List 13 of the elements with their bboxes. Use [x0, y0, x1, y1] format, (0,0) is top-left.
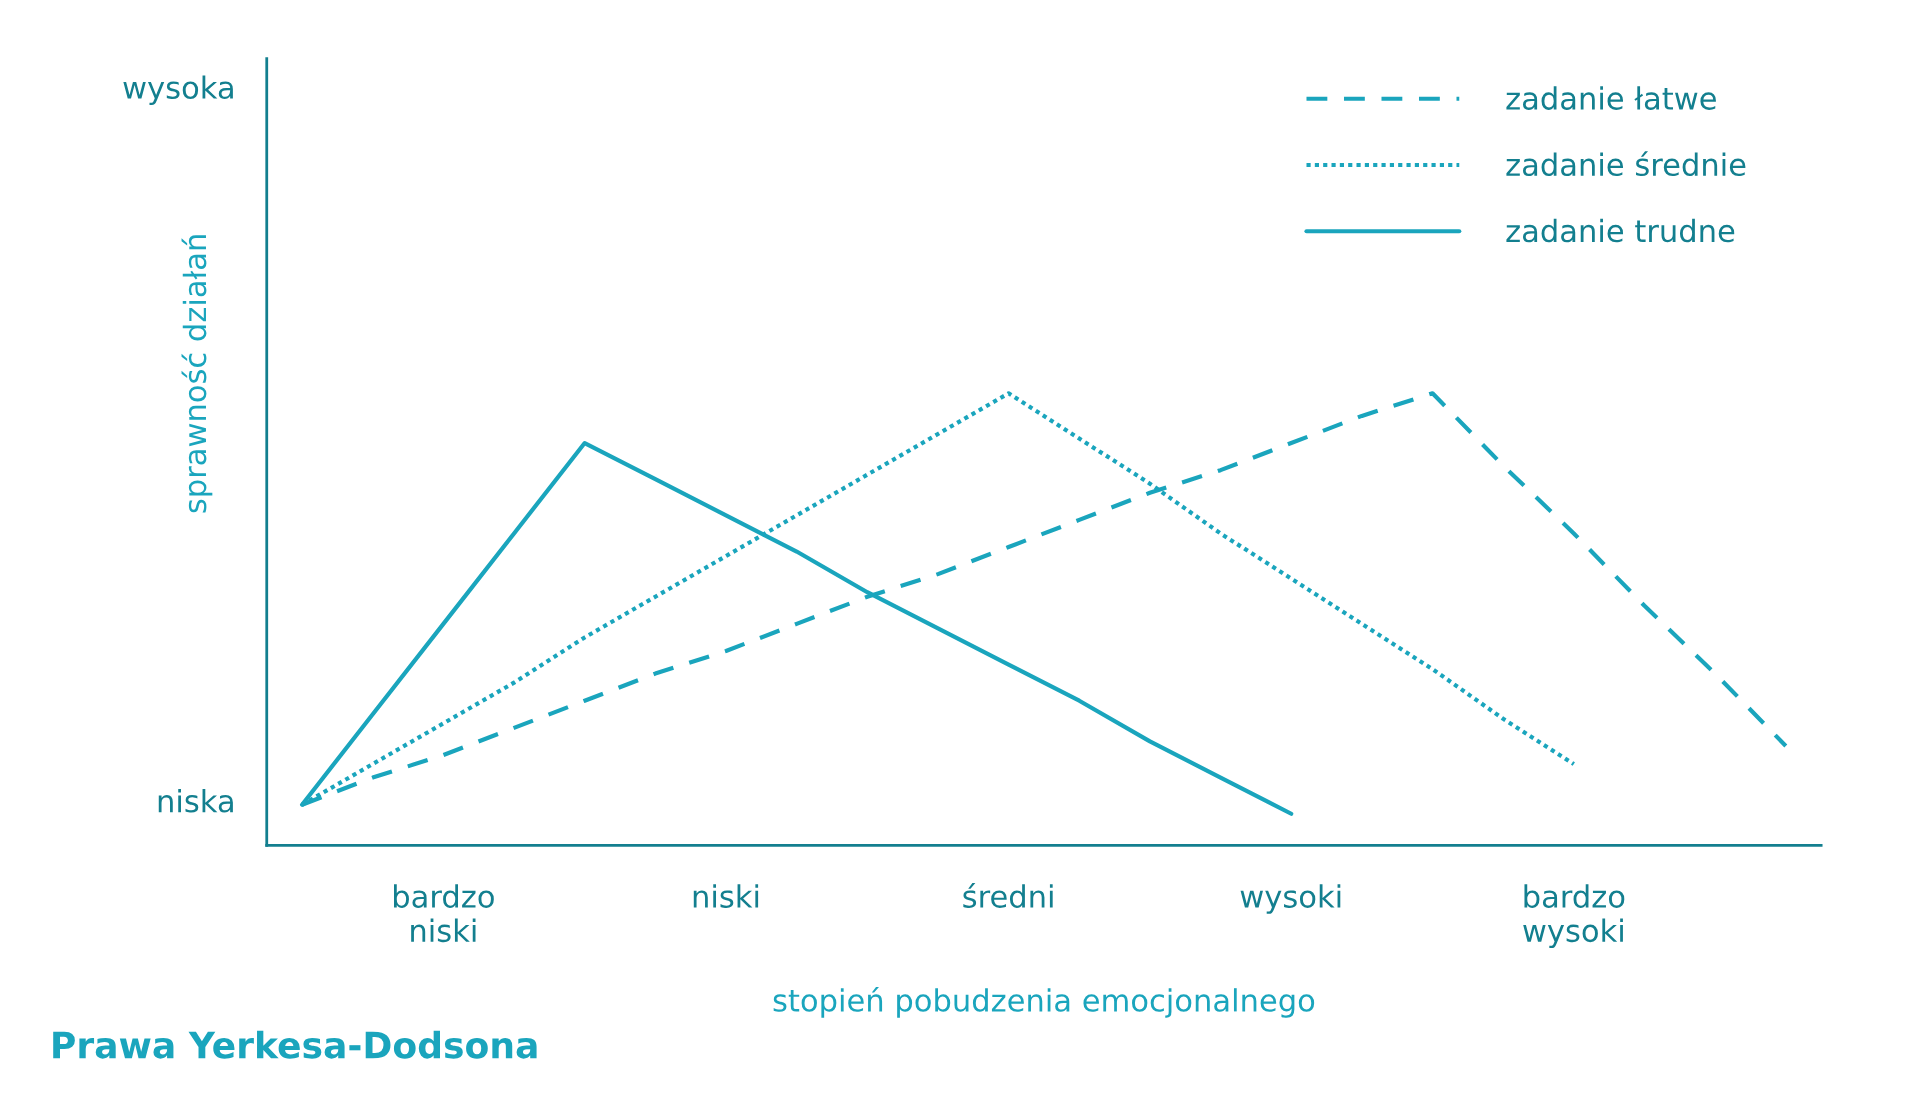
x-tick-label: niski	[693, 884, 759, 908]
y-axis-title: sprawność działań	[181, 235, 213, 513]
x-tick-label: bardzo niski	[394, 884, 494, 943]
legend-label: zadanie trudne	[1506, 218, 1735, 243]
x-axis-title: stopień pobudzenia emocjonalnego	[773, 986, 1315, 1018]
x-tick-label: bardzo wysoki	[1523, 884, 1625, 949]
text: wysoka	[123, 75, 233, 105]
x-tick-label: wysoki	[1240, 884, 1341, 914]
text: niska	[158, 788, 233, 813]
legend-label: zadanie łatwe	[1506, 86, 1716, 110]
text: Prawa Yerkesa-Dodsona	[53, 1030, 537, 1059]
legend-label: zadanie średnie	[1506, 151, 1746, 177]
x-tick-label: średni	[963, 883, 1053, 908]
